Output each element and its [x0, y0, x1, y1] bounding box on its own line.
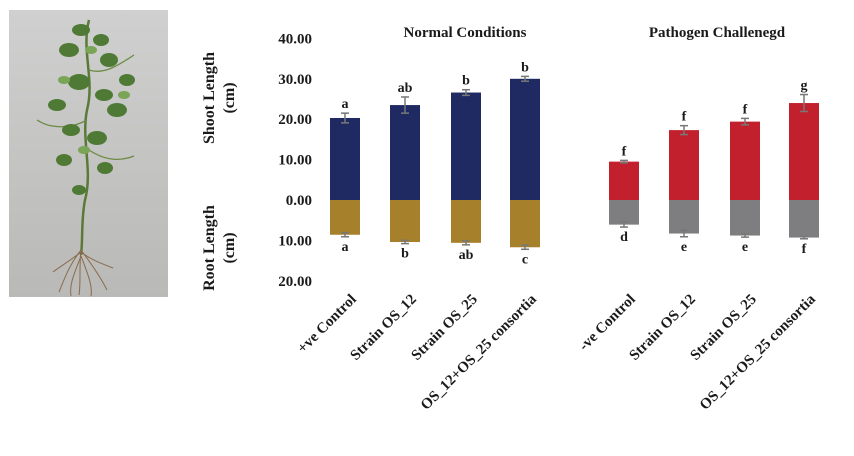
root-bar	[390, 200, 420, 243]
shoot-bar	[609, 161, 639, 200]
root-bar	[451, 200, 481, 243]
y-axis-label-shoot: Shoot Length (cm)	[201, 52, 238, 144]
x-category-label: +ve Control	[295, 292, 360, 357]
x-category-label: OS_12+OS_25 consortia	[418, 291, 540, 413]
shoot-significance-label: f	[682, 110, 687, 125]
shoot-significance-label: b	[521, 60, 529, 75]
shoot-bar	[390, 105, 420, 200]
group-title-normal: Normal Conditions	[404, 25, 527, 41]
y-axis-label-root-line1: Root Length	[201, 205, 218, 291]
shoot-significance-label: ab	[398, 81, 413, 96]
root-significance-label: c	[522, 252, 528, 267]
root-bar	[730, 200, 760, 236]
y-tick-label: 20.00	[278, 112, 312, 128]
root-bar	[510, 200, 540, 248]
root-bar	[789, 200, 819, 238]
y-tick-label: 10.00	[278, 233, 312, 249]
y-tick-label: 10.00	[278, 153, 312, 169]
root-significance-label: a	[342, 240, 349, 255]
pea-plant-photo	[9, 10, 168, 297]
shoot-significance-label: b	[462, 74, 470, 89]
root-significance-label: ab	[459, 248, 474, 263]
shoot-bar	[330, 117, 360, 200]
y-axis-label-shoot-line1: Shoot Length	[201, 52, 218, 144]
shoot-bar	[789, 103, 819, 200]
y-tick-label: 20.00	[278, 274, 312, 290]
shoot-significance-label: g	[801, 79, 808, 94]
group-title-pathogen: Pathogen Challenegd	[649, 25, 786, 41]
chart: Shoot Length (cm) Root Length (cm) Norma…	[201, 25, 820, 413]
shoot-bar	[730, 121, 760, 200]
y-axis-label-root: Root Length (cm)	[201, 205, 238, 291]
root-significance-label: d	[620, 230, 628, 245]
y-axis-ticks: 40.00 30.00 20.00 10.00 0.00 10.00 20.00	[278, 31, 312, 289]
bars: a a ab b b ab b c f d f e f e g f	[330, 60, 819, 267]
y-tick-label: 0.00	[286, 193, 312, 209]
x-category-label: OS_12+OS_25 consortia	[697, 291, 819, 413]
root-significance-label: b	[401, 247, 409, 262]
shoot-significance-label: a	[342, 97, 349, 112]
shoot-bar	[510, 78, 540, 200]
x-category-label: -ve Control	[576, 292, 639, 355]
shoot-significance-label: f	[743, 102, 748, 117]
y-axis-label-root-line2: (cm)	[221, 232, 238, 263]
y-tick-label: 40.00	[278, 31, 312, 47]
root-bar	[609, 200, 639, 225]
shoot-bar	[669, 130, 699, 200]
root-bar	[330, 200, 360, 235]
y-tick-label: 30.00	[278, 72, 312, 88]
root-significance-label: e	[681, 240, 687, 255]
shoot-bar	[451, 92, 481, 200]
shoot-significance-label: f	[622, 144, 627, 159]
root-significance-label: f	[802, 242, 807, 257]
root-bar	[669, 200, 699, 234]
y-axis-label-shoot-line2: (cm)	[221, 82, 238, 113]
root-significance-label: e	[742, 240, 748, 255]
